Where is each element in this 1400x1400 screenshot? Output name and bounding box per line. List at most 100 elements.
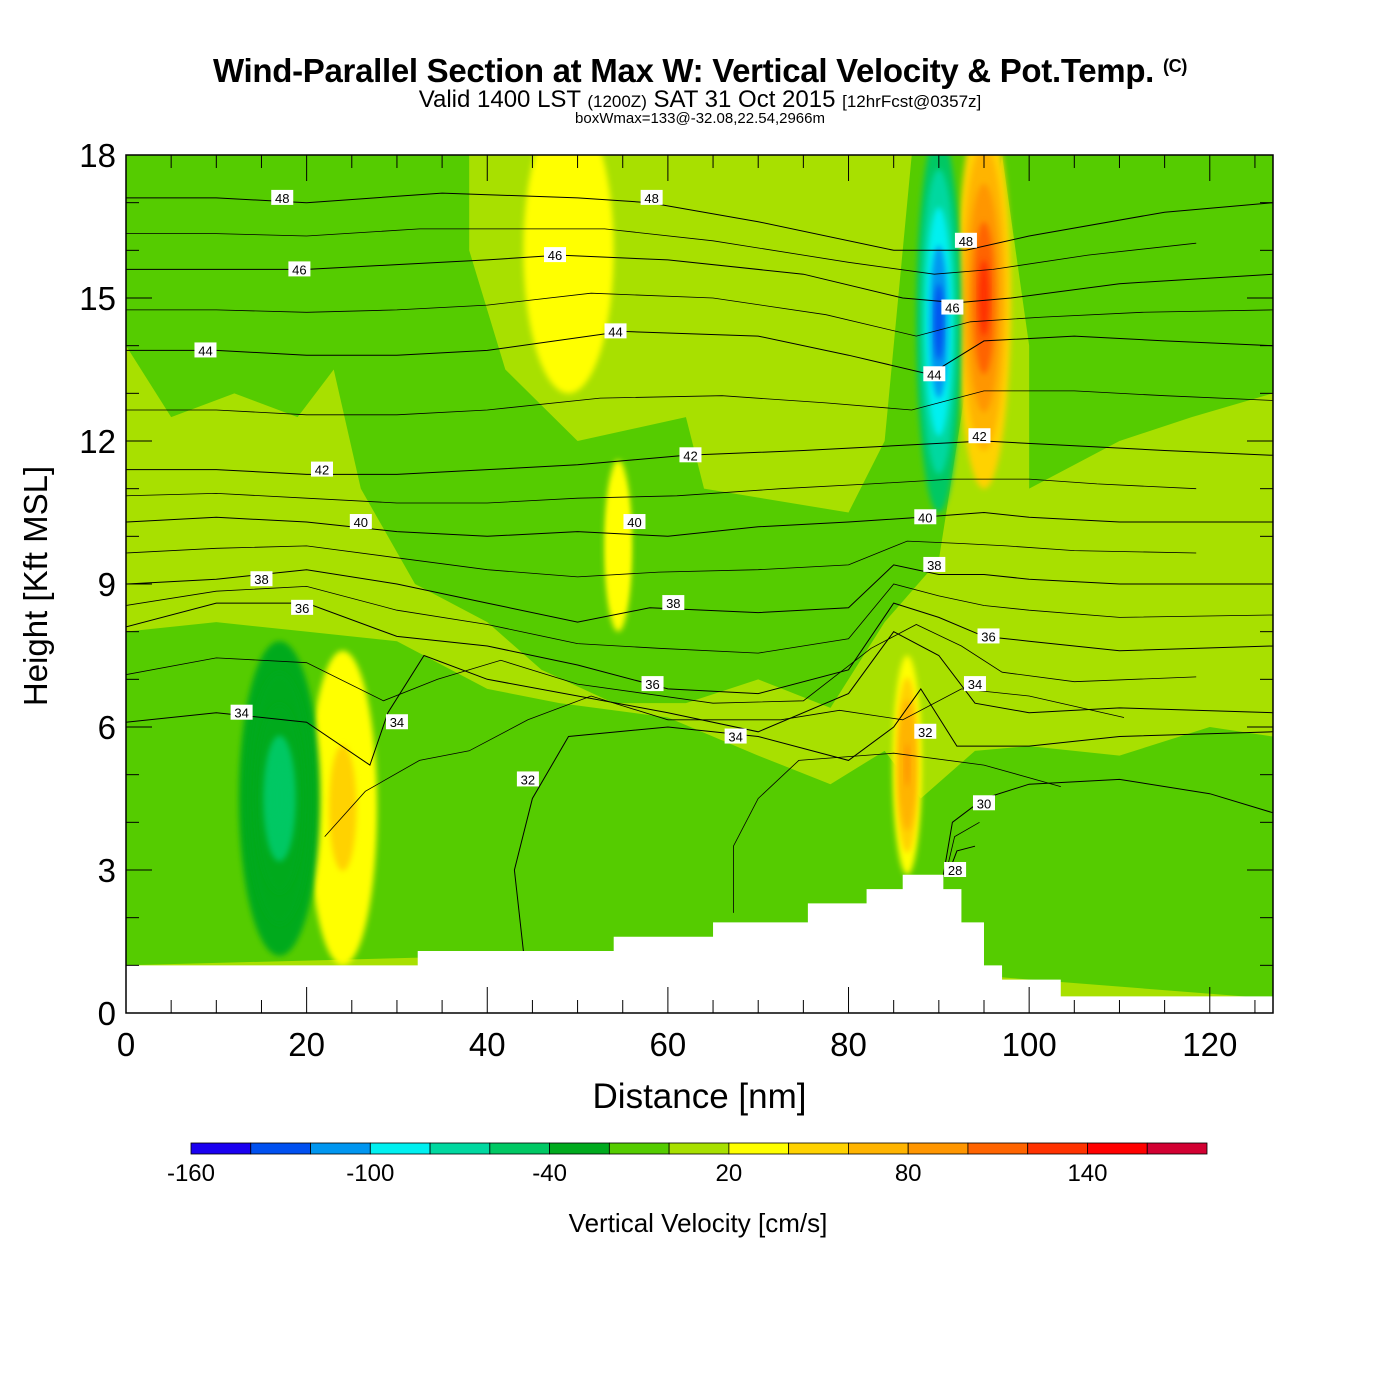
velocity-feature-updraft-upper [978,259,990,337]
colorbar-tick-label: 20 [716,1160,743,1187]
terrain [126,874,1273,1013]
isentrope-minor [126,624,1197,704]
isentrope-38 [126,564,1273,623]
isentrope-lines [126,192,1273,952]
velocity-feature-downdraft-upper [934,283,944,360]
colorbar-tick-label: 140 [1067,1160,1107,1187]
colorbar-tick-label: -40 [532,1160,567,1187]
isentrope-label-box [516,771,539,787]
colorbar-swatch [310,1142,371,1155]
isentrope-label-text: 40 [918,510,932,525]
isentrope-label-30: 30 [972,795,995,811]
x-axis-label: Distance [nm] [593,1077,807,1116]
colorbar-swatch [429,1142,491,1155]
plot-clip-group [126,155,1273,1013]
plot-area: 28 30 32 34 36 38 40 42 44 46 48 48 48 46 46 44 44 42 42 40… [126,155,1273,1013]
isentrope-label-box [968,428,991,444]
isentrope-label-extra: 40 [349,514,372,530]
isentrope-label-text: 42 [972,429,986,444]
isentrope-label-box [941,299,964,315]
isentrope-label-text: 48 [959,234,973,249]
isentrope-minor [126,292,1273,337]
isentrope-label-48: 48 [954,232,977,249]
isentrope-36 [126,602,1273,695]
isentrope-label-box [679,447,702,463]
isentrope-label-box [623,514,646,530]
isentrope-label-38: 38 [923,556,946,573]
isentrope-minor [733,752,1061,913]
colorbar-swatch [250,1142,311,1155]
isentrope-label-box [914,723,937,739]
isentrope-label-box [291,599,314,615]
chart-title-text: Wind-Parallel Section at Max W: Vertical… [212,52,1155,89]
isentrope-label-box [385,714,408,730]
box-wmax-note: boxWmax=133@-32.08,22.54,2966m [575,110,825,127]
isentrope-label-text: 34 [234,706,248,721]
isentrope-label-36: 36 [977,628,1000,644]
isentrope-label-extra: 34 [724,728,747,745]
isentrope-40 [126,511,1273,537]
isentrope-label-box [972,795,995,811]
isentrope-label-box [640,189,663,205]
isentrope-label-extra: 34 [385,714,408,730]
isentrope-minor [126,478,1197,504]
isentrope-label-box [914,509,937,525]
x-tick-label: 60 [650,1026,687,1063]
colorbar-swatch [668,1142,730,1155]
y-axis-label: Height [Kft MSL] [17,466,54,706]
isentrope-label-extra: 32 [516,771,539,787]
colorbar-swatch [907,1142,969,1155]
colorbar-label: Vertical Velocity [cm/s] [569,1208,828,1238]
velocity-feature-downdraft-left [271,767,288,830]
isentrope-label-44: 44 [923,366,946,382]
isentrope-label-text: 36 [645,677,659,692]
isentrope-label-text: 46 [945,301,959,316]
isentrope-label-extra: 36 [291,599,314,616]
isentrope-34 [126,631,1273,766]
chart-subtitle: Valid 1400 LST (1200Z) SAT 31 Oct 2015 [… [0,86,1400,114]
isentrope-32 [513,688,1273,952]
copyright-mark: (C) [1162,56,1188,76]
isentrope-label-text: 38 [927,558,941,573]
isentrope-label-box [977,628,1000,644]
y-tick-label: 6 [98,709,116,746]
y-tick-label: 9 [98,566,116,603]
isentrope-label-box [194,342,217,358]
velocity-feature-updraft-mid-upper [559,221,578,279]
isentrope-label-text: 36 [981,629,995,644]
y-tick-label: 12 [79,423,116,460]
isentrope-label-text: 44 [927,367,941,382]
isentrope-label-text: 46 [292,262,306,277]
isentrope-label-box [250,571,273,587]
colorbar-swatch [608,1142,670,1155]
isentrope-44 [126,330,1273,375]
isentrope-label-text: 48 [275,191,289,206]
isentrope-label-text: 42 [683,448,697,463]
valid-time: Valid 1400 LST [418,86,581,113]
x-tick-label: 20 [288,1026,325,1063]
isentrope-label-extra: 36 [641,676,664,692]
isentrope-label-text: 34 [390,715,404,730]
isentrope-label-box [662,595,685,611]
valid-utc: (1200Z) [587,92,647,111]
isentrope-label-extra: 40 [623,514,646,530]
velocity-feature-updraft-mid [615,528,621,564]
isentrope-label-text: 46 [548,248,562,263]
colorbar-tick-label: 80 [895,1160,922,1187]
isentrope-label-text: 42 [315,463,329,478]
velocity-feature-updraft-main [904,743,911,788]
colorbar-swatch [1087,1142,1148,1155]
weak-downdraft-lower-region [126,622,1273,999]
x-tick-label: 0 [117,1026,135,1063]
isentrope-label-text: 32 [918,725,932,740]
isentrope-label-box [724,728,747,744]
colorbar-swatch [549,1142,610,1155]
colorbar-swatch [1027,1142,1088,1155]
isentrope-minor [126,540,1197,578]
isentrope-label-extra: 42 [679,447,702,463]
isentrope-label-extra: 48 [640,189,663,206]
y-tick-label: 0 [98,995,116,1032]
colorbar-swatch [369,1142,431,1155]
isentrope-label-34: 34 [963,676,986,692]
